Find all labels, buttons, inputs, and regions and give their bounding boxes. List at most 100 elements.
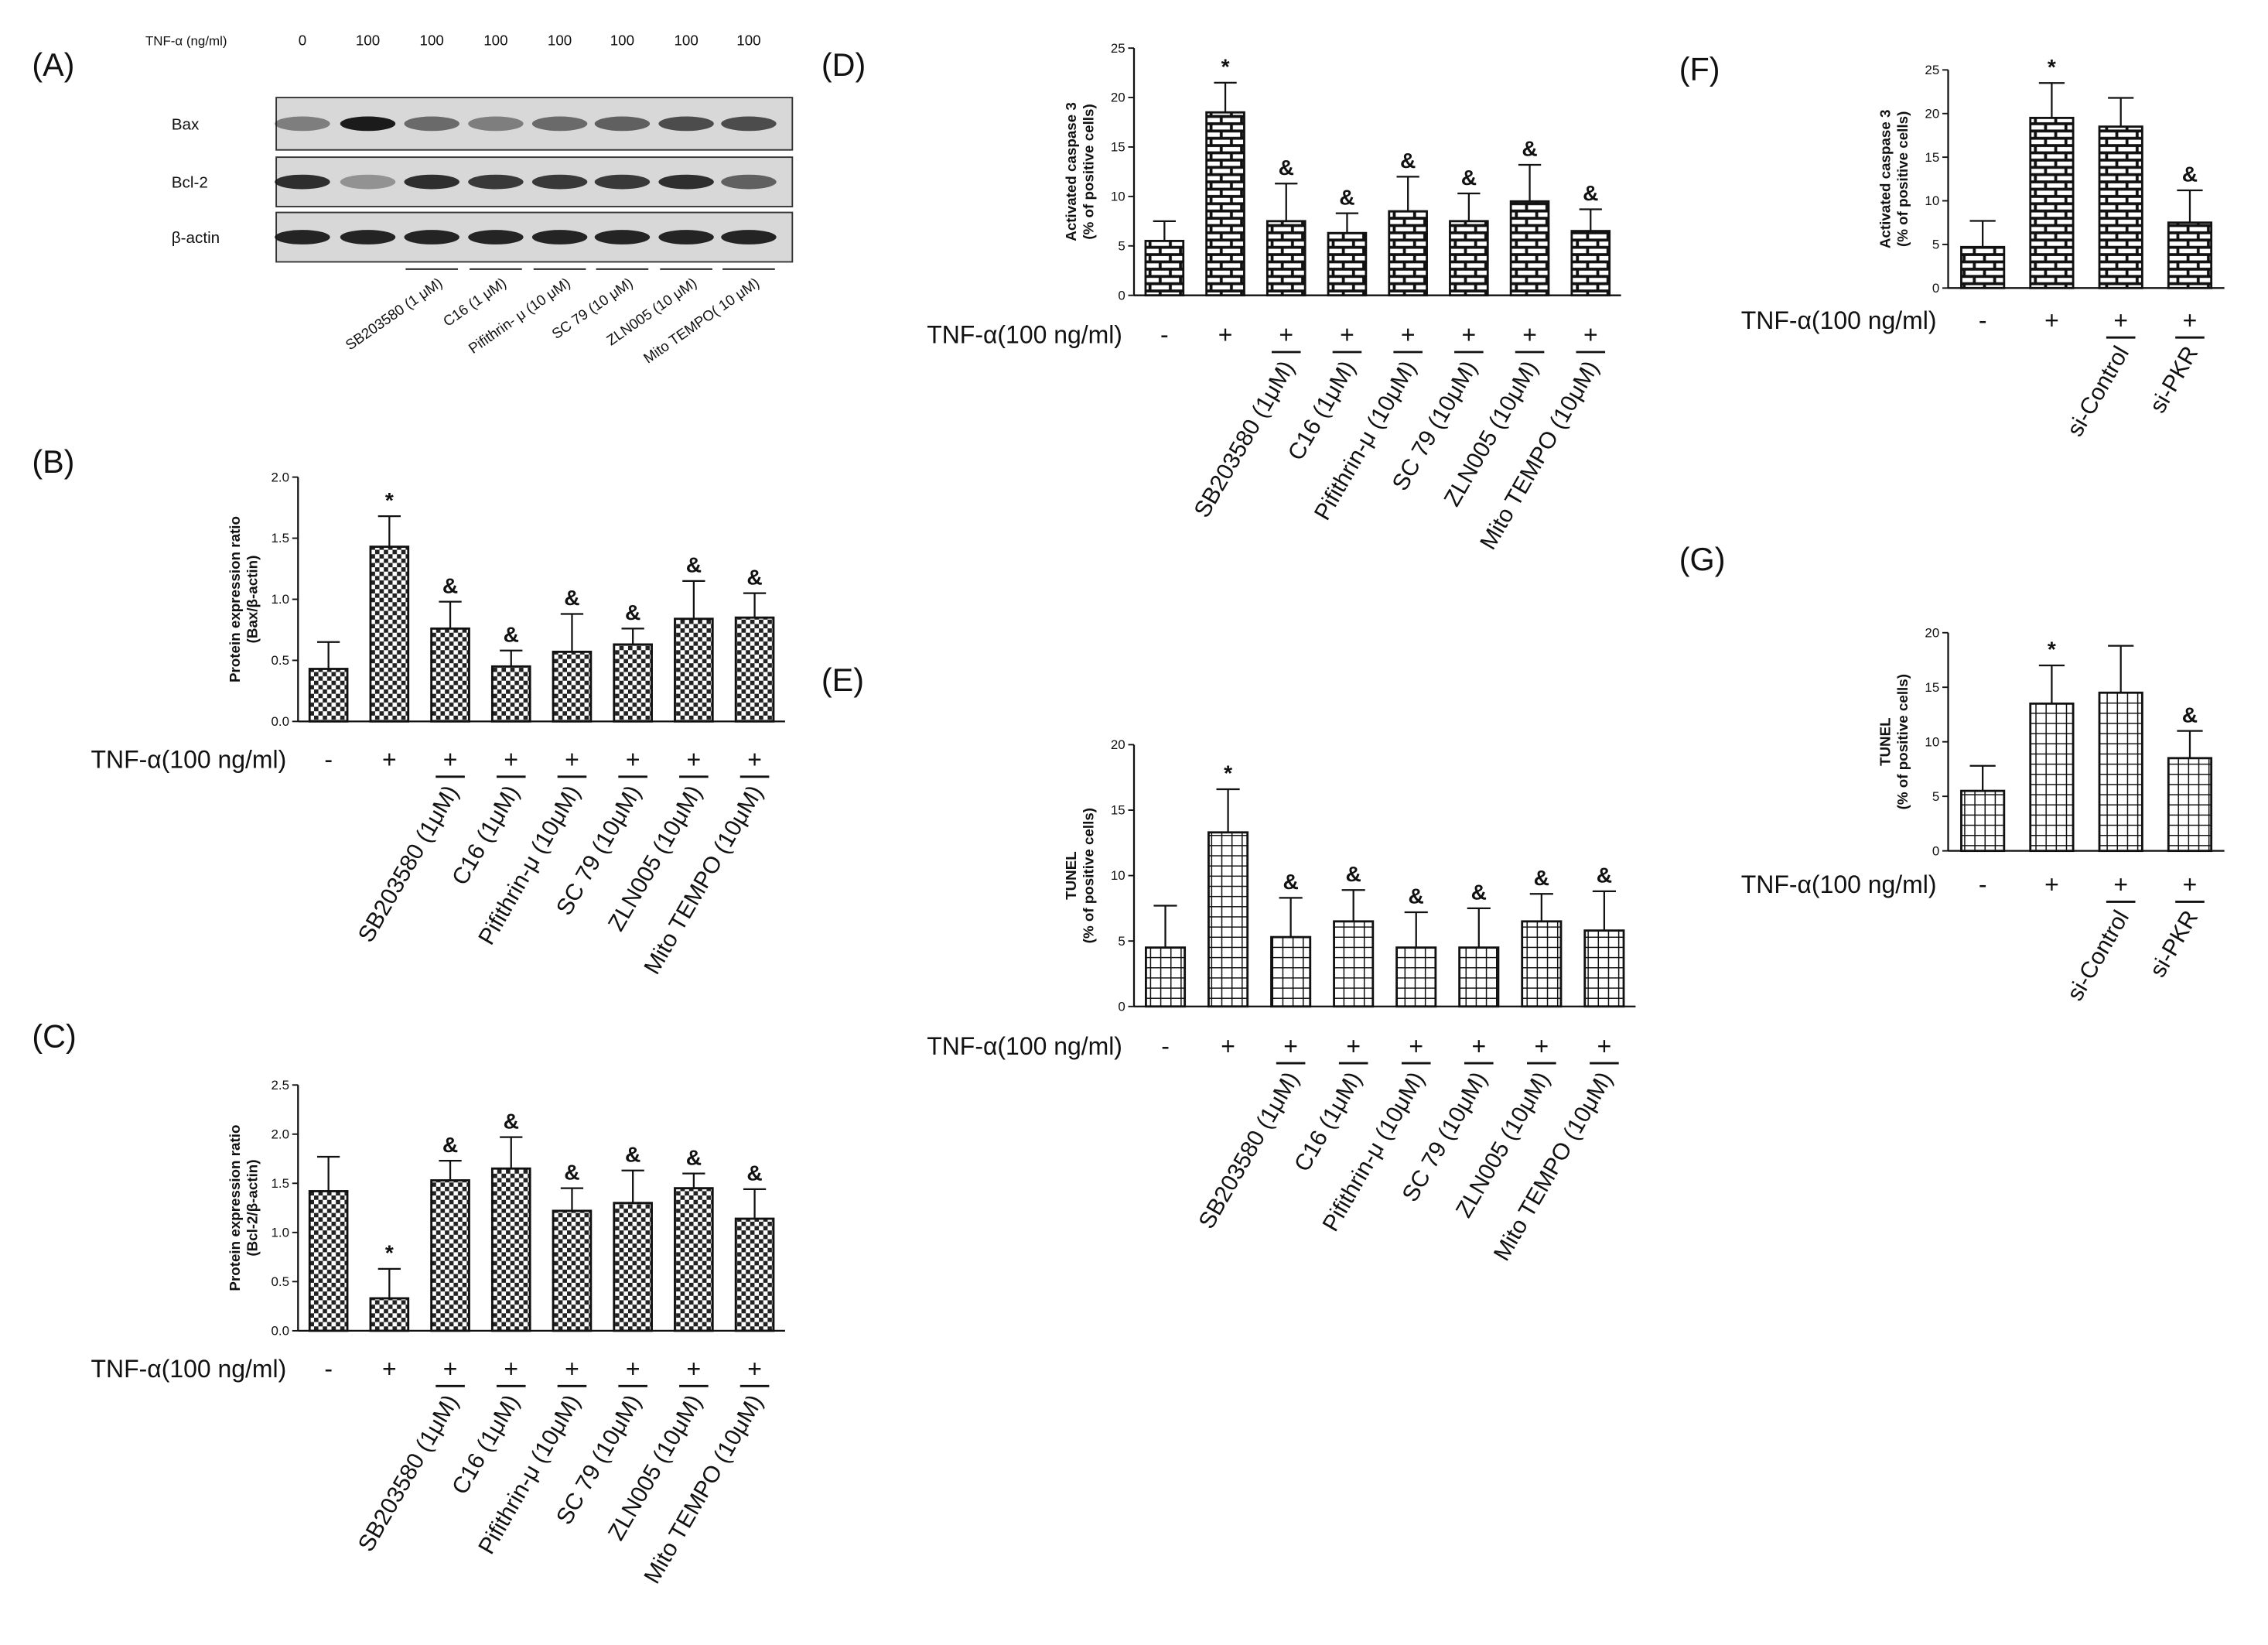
x-tick-label: - (1979, 870, 1987, 898)
y-tick-label: 0 (1118, 999, 1125, 1014)
bar (369, 1297, 410, 1332)
blot-band (404, 116, 459, 132)
x-tick-label: + (504, 1355, 518, 1383)
bar (2098, 125, 2143, 289)
dose: 100 (674, 32, 698, 48)
y-tick-label: 20 (1111, 737, 1125, 752)
x-sublabel: Mito TEMPO (10μM) (639, 1390, 767, 1588)
x-tick-label: + (687, 1355, 702, 1383)
y-tick-label: 5 (1118, 238, 1125, 253)
annotation: & (1471, 880, 1487, 905)
annotation: & (1283, 869, 1298, 894)
y-tick-label: 1.5 (272, 531, 290, 545)
x-tick-label: + (443, 1355, 458, 1383)
blot-band (340, 116, 396, 132)
bar (613, 1202, 653, 1332)
x-tick-label: + (1346, 1032, 1361, 1060)
x-tick-label: - (1979, 306, 1987, 334)
annotation: * (385, 1240, 394, 1265)
x-tick-label: + (565, 746, 579, 774)
blot-band (468, 174, 524, 190)
treatment-label: TNF-α(100 ng/ml) (927, 1032, 1122, 1060)
y-tick-label: 15 (1925, 150, 1939, 165)
x-tick-label: + (1471, 1032, 1486, 1060)
treatment-label: TNF-α(100 ng/ml) (1741, 306, 1937, 334)
blot-band (721, 230, 777, 245)
annotation: & (1461, 165, 1477, 190)
annotation: * (2048, 637, 2056, 662)
x-tick-label: + (1535, 1032, 1549, 1060)
treatment-label: TNF-α(100 ng/ml) (927, 321, 1122, 349)
y-axis-label: (Bax/β-actin) (244, 556, 261, 644)
treatment-label: TNF-α(100 ng/ml) (1741, 870, 1937, 898)
y-tick-label: 5 (1118, 934, 1125, 949)
y-tick-label: 0 (1118, 288, 1125, 303)
y-tick-label: 20 (1925, 106, 1939, 121)
x-tick-label: + (382, 1355, 397, 1383)
annotation: & (1400, 148, 1416, 173)
y-tick-label: 1.5 (272, 1176, 290, 1191)
blot-band (721, 174, 777, 190)
annotation: & (625, 1142, 640, 1167)
blot-row-label: Bax (172, 115, 200, 133)
y-tick-label: 2.0 (272, 1127, 290, 1141)
bar (2029, 702, 2075, 853)
y-tick-label: 20 (1925, 625, 1939, 640)
dose: 100 (548, 32, 572, 48)
x-tick-label: + (2113, 870, 2128, 898)
annotation: & (1409, 884, 1424, 908)
bar (490, 1167, 531, 1332)
y-tick-label: 10 (1925, 734, 1939, 749)
y-tick-label: 1.0 (272, 1225, 290, 1240)
bar (2098, 691, 2143, 853)
y-axis-label: (% of positive cells) (1894, 674, 1911, 809)
x-tick-label: + (1401, 321, 1416, 349)
blot-row-label: Bcl-2 (172, 174, 208, 192)
y-tick-label: 20 (1111, 91, 1125, 105)
blot-band (468, 116, 524, 132)
x-tick-label: + (1522, 321, 1537, 349)
treatment-label: SB203580 (1 μM) (343, 275, 446, 354)
bar (430, 627, 470, 723)
y-tick-label: 15 (1111, 803, 1125, 818)
bar (1266, 220, 1306, 297)
bar (2029, 116, 2075, 289)
x-sublabel: si-Control (2062, 342, 2134, 441)
x-sublabel: SB203580 (1μM) (354, 781, 464, 947)
y-axis-label: (% of positive cells) (1080, 104, 1096, 239)
x-sublabel: Mito TEMPO (10μM) (1475, 357, 1604, 554)
annotation: & (686, 1144, 702, 1169)
y-axis-label: TUNEL (1877, 717, 1893, 766)
dose: 100 (736, 32, 760, 48)
bar (369, 545, 410, 723)
annotation: & (504, 1108, 519, 1133)
bar (1570, 230, 1611, 297)
x-tick-label: - (1161, 1032, 1170, 1060)
panel-label: (D) (821, 47, 866, 83)
x-sublabel: Mito TEMPO (10μM) (1489, 1068, 1617, 1265)
y-tick-label: 15 (1111, 140, 1125, 155)
x-tick-label: + (1409, 1032, 1423, 1060)
y-tick-label: 10 (1111, 868, 1125, 883)
y-axis-label: Activated caspase 3 (1063, 102, 1079, 241)
bar (1144, 946, 1187, 1008)
panel-label: (C) (32, 1018, 76, 1054)
blot-band (404, 230, 459, 245)
y-axis-label: (Bcl-2/β-actin) (244, 1159, 261, 1256)
dose: 100 (483, 32, 507, 48)
dose: 100 (610, 32, 634, 48)
bar (1333, 920, 1375, 1008)
bar (1960, 789, 2006, 853)
bar (1583, 929, 1625, 1008)
y-axis-label: Activated caspase 3 (1877, 110, 1893, 249)
x-tick-label: + (2113, 306, 2128, 334)
annotation: & (564, 585, 579, 610)
blot-band (594, 116, 651, 132)
annotation: & (2182, 702, 2198, 727)
x-tick-label: + (1279, 321, 1293, 349)
y-axis-label: Protein expression ratio (227, 1125, 243, 1291)
blot-band (658, 116, 714, 132)
annotation: & (1597, 863, 1612, 887)
x-tick-label: + (747, 1355, 762, 1383)
